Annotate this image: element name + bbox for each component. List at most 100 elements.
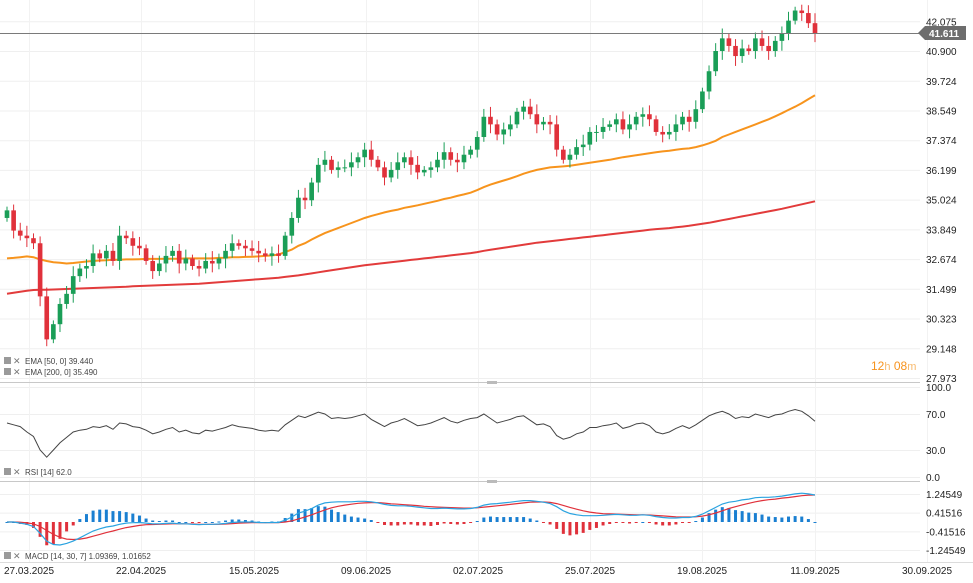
candle[interactable]	[733, 39, 738, 66]
candle[interactable]	[11, 204, 16, 239]
candle[interactable]	[90, 244, 96, 273]
candle[interactable]	[647, 105, 652, 127]
candle[interactable]	[640, 107, 646, 127]
ema200-close-icon[interactable]: ✕	[13, 367, 21, 377]
candle[interactable]	[527, 98, 533, 120]
candle[interactable]	[693, 100, 699, 129]
candle[interactable]	[31, 233, 36, 250]
candle[interactable]	[269, 246, 275, 266]
candle[interactable]	[713, 43, 718, 77]
candle[interactable]	[435, 151, 440, 173]
candle[interactable]	[753, 32, 758, 59]
candle[interactable]	[249, 240, 255, 256]
candle[interactable]	[799, 4, 805, 21]
candle[interactable]	[481, 108, 487, 142]
candle[interactable]	[302, 187, 308, 210]
candle[interactable]	[514, 107, 520, 129]
candle[interactable]	[680, 111, 685, 131]
candle[interactable]	[541, 117, 546, 131]
candle[interactable]	[130, 231, 136, 256]
candle[interactable]	[607, 120, 613, 131]
candle[interactable]	[726, 33, 732, 52]
candle[interactable]	[653, 115, 659, 136]
candle[interactable]	[24, 225, 30, 248]
candle[interactable]	[408, 150, 414, 175]
candle[interactable]	[574, 139, 579, 160]
macd-close-icon[interactable]: ✕	[13, 551, 21, 561]
candle[interactable]	[494, 119, 500, 141]
candle[interactable]	[17, 222, 23, 241]
candle[interactable]	[70, 266, 76, 303]
candle[interactable]	[329, 155, 334, 174]
candle[interactable]	[461, 145, 467, 170]
candle[interactable]	[580, 134, 586, 156]
candle[interactable]	[388, 162, 394, 183]
candle[interactable]	[686, 109, 692, 132]
candle[interactable]	[143, 244, 149, 265]
candle[interactable]	[402, 152, 407, 169]
candle[interactable]	[561, 145, 566, 164]
legend-ema50[interactable]: ✕ EMA [50, 0] 39.440	[4, 356, 94, 366]
candle[interactable]	[594, 125, 599, 142]
candle[interactable]	[243, 239, 248, 257]
legend-ema200[interactable]: ✕ EMA [200, 0] 35.490	[4, 367, 98, 377]
candle[interactable]	[183, 249, 189, 271]
candle[interactable]	[441, 142, 447, 169]
candle[interactable]	[382, 161, 387, 186]
candle[interactable]	[534, 104, 540, 134]
candle[interactable]	[236, 239, 242, 250]
candle[interactable]	[51, 320, 56, 344]
candle[interactable]	[700, 87, 705, 113]
macd-axis[interactable]: 1.24549 0.41516 -0.41516 -1.24549	[926, 490, 966, 557]
candle[interactable]	[766, 36, 771, 60]
candle[interactable]	[104, 245, 109, 267]
candle[interactable]	[137, 236, 142, 256]
candle[interactable]	[415, 155, 420, 180]
candle[interactable]	[77, 263, 83, 282]
candle[interactable]	[196, 260, 202, 277]
candle[interactable]	[421, 166, 427, 177]
candle[interactable]	[772, 36, 778, 57]
rsi-close-icon[interactable]: ✕	[13, 467, 21, 477]
legend-macd[interactable]: ✕ MACD [14, 30, 7] 1.09369, 1.01652	[4, 551, 151, 561]
candle[interactable]	[739, 39, 745, 63]
macd-settings-icon[interactable]	[4, 552, 11, 559]
candle[interactable]	[57, 298, 63, 333]
price-axis[interactable]: 42.075 40.900 39.724 38.549 37.374 36.199 35.0…	[926, 17, 957, 385]
candle[interactable]	[315, 158, 321, 193]
candle[interactable]	[792, 6, 798, 25]
candle[interactable]	[157, 255, 162, 276]
candle[interactable]	[428, 161, 434, 178]
candles-group[interactable]	[4, 4, 818, 347]
candle[interactable]	[84, 259, 89, 279]
candle[interactable]	[289, 212, 295, 244]
candle[interactable]	[547, 115, 553, 135]
candle[interactable]	[123, 230, 129, 245]
candle[interactable]	[342, 159, 348, 173]
candle[interactable]	[322, 150, 328, 172]
candle[interactable]	[455, 152, 460, 173]
candle[interactable]	[229, 234, 235, 258]
candle[interactable]	[375, 155, 381, 172]
candle[interactable]	[209, 251, 215, 273]
ema200-settings-icon[interactable]	[4, 368, 11, 375]
divider-handle-rsi-macd[interactable]	[487, 480, 497, 483]
candle[interactable]	[176, 244, 182, 274]
candle[interactable]	[110, 242, 116, 266]
candle[interactable]	[296, 189, 301, 223]
candle[interactable]	[673, 114, 679, 141]
candle[interactable]	[256, 240, 261, 263]
candle[interactable]	[355, 152, 361, 169]
candle[interactable]	[666, 124, 672, 140]
candle[interactable]	[587, 127, 593, 151]
candle[interactable]	[660, 126, 665, 143]
candle[interactable]	[37, 236, 43, 307]
candle[interactable]	[4, 206, 10, 222]
candle[interactable]	[150, 255, 156, 279]
candle[interactable]	[521, 100, 526, 120]
candle[interactable]	[501, 122, 507, 145]
candle[interactable]	[567, 148, 573, 168]
candle[interactable]	[633, 111, 639, 131]
candle[interactable]	[163, 246, 169, 273]
